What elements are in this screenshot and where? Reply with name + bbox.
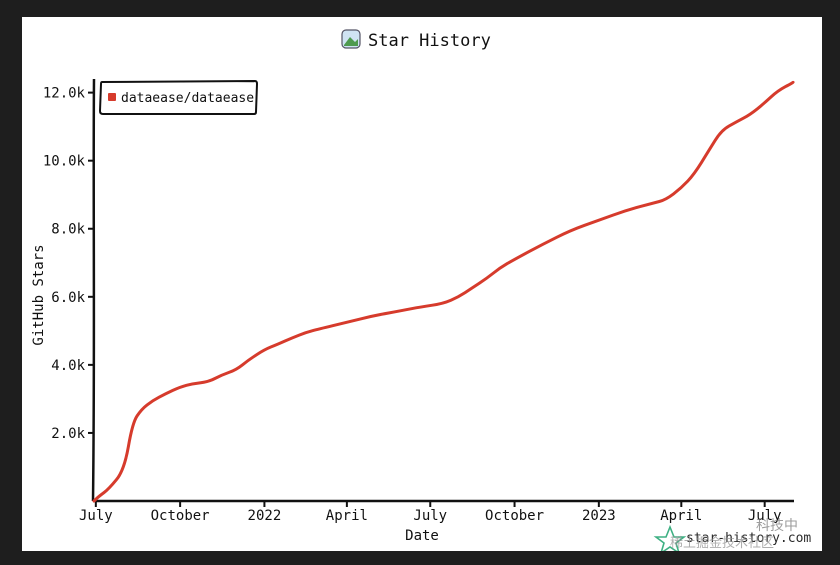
y-axis-ticks: 2.0k 4.0k 6.0k 8.0k 10.0k 12.0k	[43, 86, 94, 442]
chart-frame: Star History 2.0k 4.0k 6.0k 8.0k 10.0k 12.0k …	[22, 17, 822, 551]
x-tick-label: July	[79, 508, 113, 524]
star-logo-icon	[653, 524, 687, 551]
x-tick-label: October	[485, 508, 544, 524]
series-layer	[92, 80, 795, 503]
legend-swatch	[108, 93, 116, 101]
series-line-dataease	[92, 80, 795, 503]
x-tick-label: October	[151, 508, 210, 524]
legend-item-label: dataease/dataease	[121, 91, 254, 106]
x-tick-label: July	[748, 508, 782, 524]
chart-title-text: Star History	[368, 31, 491, 51]
y-tick-label: 4.0k	[51, 358, 85, 374]
x-tick-label: 2022	[248, 508, 282, 524]
y-tick-label: 8.0k	[51, 222, 85, 238]
watermark-site-text: star-history.com	[686, 531, 811, 546]
y-axis-label: GitHub Stars	[31, 244, 47, 345]
legend: dataease/dataease	[98, 79, 259, 115]
y-axis-line	[91, 78, 96, 502]
x-tick-label: April	[326, 508, 368, 524]
watermark-overlay-text: 稀土掘金技术社区	[670, 535, 774, 551]
x-axis-ticks: July October 2022 April July October 2023 April…	[79, 501, 782, 524]
title-logo-icon	[341, 29, 361, 49]
x-axis-label: Date	[405, 528, 439, 544]
y-tick-label: 2.0k	[51, 426, 85, 442]
x-tick-label: 2023	[582, 508, 616, 524]
x-tick-label: April	[660, 508, 702, 524]
watermark-brand-text: 科技中	[756, 518, 798, 534]
chart-title: Star History	[341, 29, 491, 51]
y-tick-label: 10.0k	[43, 154, 86, 170]
star-history-chart: Star History 2.0k4.0k6.0k8.0k10.0k12.0k …	[31, 29, 811, 551]
legend-box	[98, 79, 259, 115]
watermark: star-history.com 稀土掘金技术社区 科技中	[653, 518, 811, 551]
x-tick-label: July	[413, 508, 447, 524]
x-axis-line	[92, 499, 795, 503]
y-tick-label: 12.0k	[43, 86, 86, 102]
y-tick-label: 6.0k	[51, 290, 85, 306]
